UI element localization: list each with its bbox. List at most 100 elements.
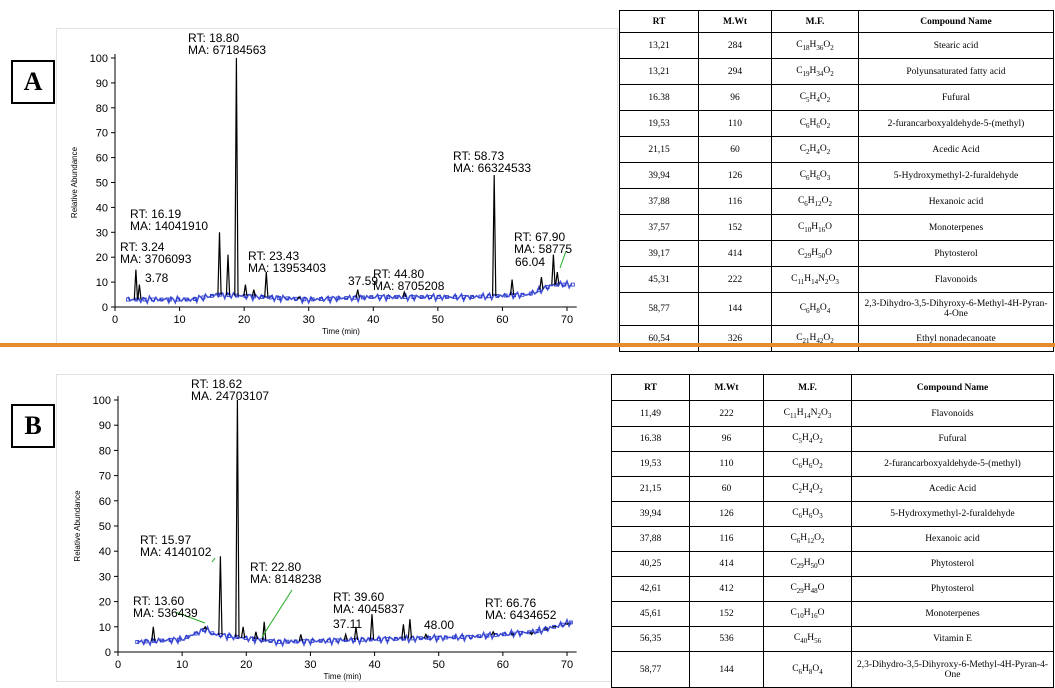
mw-cell: 414	[690, 552, 764, 577]
x-tick-label-b: 10	[176, 659, 188, 671]
rt-cell: 37,88	[612, 527, 690, 552]
compound-name-cell: 2-furancarboxyaldehyde-5-(methyl)	[852, 452, 1054, 477]
y-tick-label-b: 20	[99, 597, 111, 609]
table-header-cell: M.Wt	[690, 375, 764, 401]
mf-cell: C6H12O2	[764, 527, 852, 552]
mf-cell: C10H16O	[764, 602, 852, 627]
peak-b	[344, 634, 347, 640]
table-header-cell: RT	[612, 375, 690, 401]
table-header-cell: M.F.	[764, 375, 852, 401]
mw-cell: 412	[690, 577, 764, 602]
rt-cell: 11,49	[612, 401, 690, 427]
rt-cell: 19,53	[612, 452, 690, 477]
mf-cell: C5H4O2	[764, 427, 852, 452]
peak-annotation-b: MA: 4045837	[333, 602, 405, 616]
rt-cell: 45,61	[612, 602, 690, 627]
mw-cell: 110	[690, 452, 764, 477]
mf-cell: C2H4O2	[764, 477, 852, 502]
y-tick-label-b: 100	[93, 395, 111, 407]
x-tick-label-b: 60	[497, 659, 509, 671]
peak-annotation-b: MA: 6434652	[485, 608, 557, 622]
compound-name-cell: Hexanoic acid	[852, 527, 1054, 552]
x-tick-label-b: 70	[561, 659, 573, 671]
mw-cell: 96	[690, 427, 764, 452]
peak-b	[370, 614, 373, 639]
y-tick-label-b: 70	[99, 471, 111, 483]
mf-cell: C40H56	[764, 627, 852, 652]
peak-annotation-b: MA. 24703107	[191, 389, 269, 403]
y-tick-label-b: 60	[99, 496, 111, 508]
peak-annotation-b: MA: 536439	[133, 606, 198, 620]
rt-cell: 58,77	[612, 652, 690, 688]
y-tick-label-b: 10	[99, 622, 111, 634]
y-tick-label-b: 50	[99, 521, 111, 533]
peak-b	[402, 624, 405, 638]
rt-cell: 39,94	[612, 502, 690, 527]
peak-b	[408, 619, 411, 638]
peak-annotation-b: 37.11	[333, 617, 362, 631]
mf-cell: C11H14N2O3	[764, 401, 852, 427]
mf-cell: C6H8O4	[764, 652, 852, 688]
peak-b	[424, 634, 427, 638]
mf-cell: C6H6O3	[764, 502, 852, 527]
y-tick-label-b: 40	[99, 546, 111, 558]
rt-cell: 21,15	[612, 477, 690, 502]
rt-cell: 40,25	[612, 552, 690, 577]
peak-annotation-b: MA: 4140102	[140, 545, 212, 559]
x-tick-label-b: 30	[304, 659, 316, 671]
y-axis-title-b: Relative Abundance	[73, 490, 82, 562]
annotation-leader-b	[262, 590, 292, 637]
table-header-cell: Compound Name	[852, 375, 1054, 401]
y-tick-label-b: 90	[99, 420, 111, 432]
peak-annotation-b: MA: 8148238	[250, 572, 322, 586]
mw-cell: 116	[690, 527, 764, 552]
mw-cell: 536	[690, 627, 764, 652]
mw-cell: 222	[690, 401, 764, 427]
x-tick-label-b: 0	[115, 659, 121, 671]
y-tick-label-b: 0	[105, 647, 111, 659]
mw-cell: 126	[690, 502, 764, 527]
peak-b	[565, 623, 568, 624]
x-tick-label-b: 20	[240, 659, 252, 671]
compound-name-cell: Phytosterol	[852, 552, 1054, 577]
rt-cell: 42,61	[612, 577, 690, 602]
mf-cell: C29H48O	[764, 577, 852, 602]
mw-cell: 152	[690, 602, 764, 627]
peak-annotation-b: 48.00	[424, 618, 454, 632]
mf-cell: C6H6O2	[764, 452, 852, 477]
compound-name-cell: Acedic Acid	[852, 477, 1054, 502]
y-tick-label-b: 80	[99, 445, 111, 457]
compound-name-cell: Fufural	[852, 427, 1054, 452]
y-tick-label-b: 30	[99, 571, 111, 583]
compound-name-cell: 5-Hydroxymethyl-2-furaldehyde	[852, 502, 1054, 527]
compound-name-cell: Vitamin E	[852, 627, 1054, 652]
annotation-leader-b	[212, 558, 215, 562]
peak-b	[236, 400, 239, 637]
x-tick-label-b: 40	[368, 659, 380, 671]
mw-cell: 144	[690, 652, 764, 688]
mf-cell: C29H50O	[764, 552, 852, 577]
mw-cell: 60	[690, 477, 764, 502]
x-axis-title-b: Time (min)	[324, 672, 362, 681]
rt-cell: 56,35	[612, 627, 690, 652]
peak-b	[242, 627, 245, 638]
compound-name-cell: Monoterpenes	[852, 602, 1054, 627]
peak-b	[219, 556, 222, 635]
compound-name-cell: 2,3-Dihydro-3,5-Dihyroxy-6-Methyl-4H-Pyr…	[852, 652, 1054, 688]
compound-name-cell: Flavonoids	[852, 401, 1054, 427]
compound-name-cell: Phytosterol	[852, 577, 1054, 602]
rt-cell: 16.38	[612, 427, 690, 452]
x-tick-label-b: 50	[433, 659, 445, 671]
